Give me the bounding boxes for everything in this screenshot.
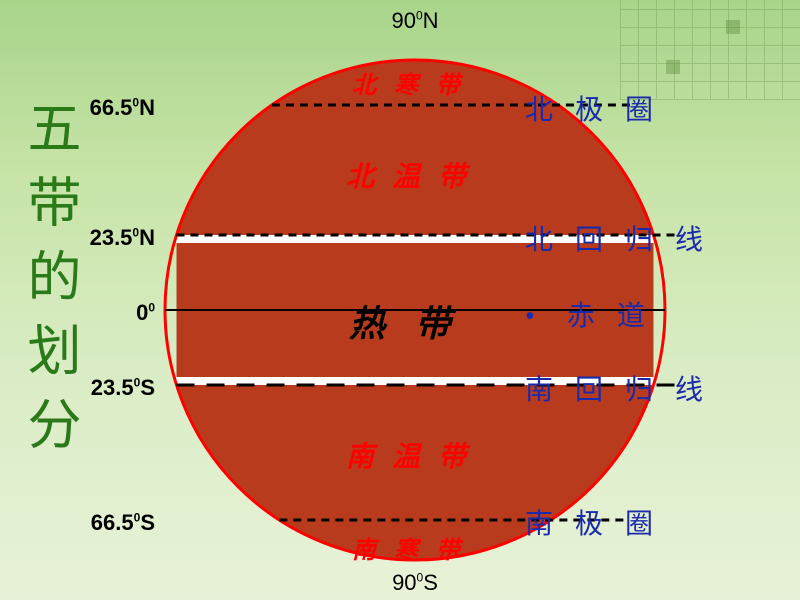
- line-name-label: 南回归线: [525, 368, 725, 408]
- zone-label: 南寒带: [352, 530, 478, 565]
- zone-label: 南温带: [346, 435, 484, 475]
- page-title: 五带的划分: [10, 100, 89, 470]
- latitude-label: 23.50S: [60, 375, 155, 401]
- zone-label: 北温带: [346, 155, 484, 195]
- line-name-label: 南极圈: [525, 502, 675, 542]
- latitude-label: 00: [60, 300, 155, 326]
- zone-label: 北寒带: [352, 65, 478, 100]
- deco-square: [726, 20, 740, 34]
- latitude-label: 23.50N: [60, 225, 155, 251]
- label-south-pole: 900S: [392, 570, 438, 596]
- zone-label: 热带: [349, 295, 481, 347]
- line-name-label: •赤道: [525, 294, 667, 334]
- latitude-label: 66.50S: [60, 510, 155, 536]
- line-name-label: 北极圈: [525, 88, 675, 128]
- line-name-label: 北回归线: [525, 218, 725, 258]
- latitude-label: 66.50N: [60, 95, 155, 121]
- diagram-stage: 900N 900S 66.50N23.50N0023.50S66.50S 北极圈…: [155, 10, 675, 590]
- label-north-pole: 900N: [391, 8, 438, 34]
